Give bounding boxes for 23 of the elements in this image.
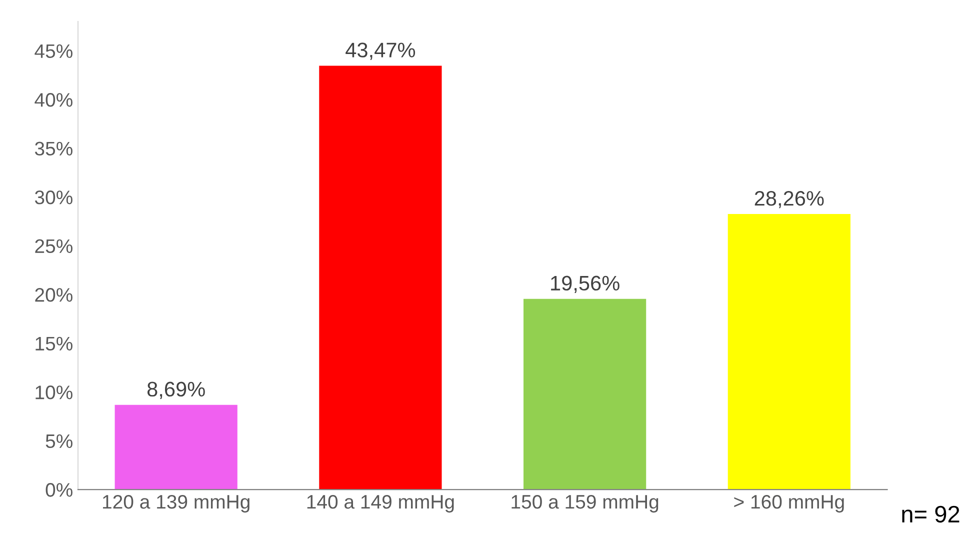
y-tick-label: 10%	[36, 386, 72, 400]
data-label: 43,47%	[346, 42, 416, 60]
x-tick-label: > 160 mmHg	[734, 494, 844, 513]
y-tick-label: 20%	[35, 288, 72, 302]
y-tick-label: 35%	[34, 142, 72, 156]
y-tick-label: 30%	[34, 190, 72, 204]
y-tick-label: 5%	[46, 434, 72, 448]
data-label: 19,56%	[551, 276, 620, 294]
y-tick-label: 40%	[34, 93, 72, 107]
bar	[523, 298, 646, 490]
data-label: 8,69%	[147, 382, 205, 400]
data-label: 28,26%	[754, 190, 824, 208]
bar	[728, 214, 850, 490]
y-tick-label: 15%	[36, 336, 72, 351]
x-tick-label: 140 a 149 mmHg	[307, 494, 454, 513]
y-tick-label: 25%	[35, 239, 72, 254]
y-tick-label: 0%	[46, 483, 72, 497]
bar	[114, 404, 238, 490]
text: n= 92	[902, 506, 960, 523]
bar	[319, 66, 442, 490]
x-tick-label: 120 a 139 mmHg	[103, 494, 250, 513]
x-tick-label: 150 a 159 mmHg	[512, 494, 658, 513]
y-tick-label: 45%	[34, 44, 72, 58]
